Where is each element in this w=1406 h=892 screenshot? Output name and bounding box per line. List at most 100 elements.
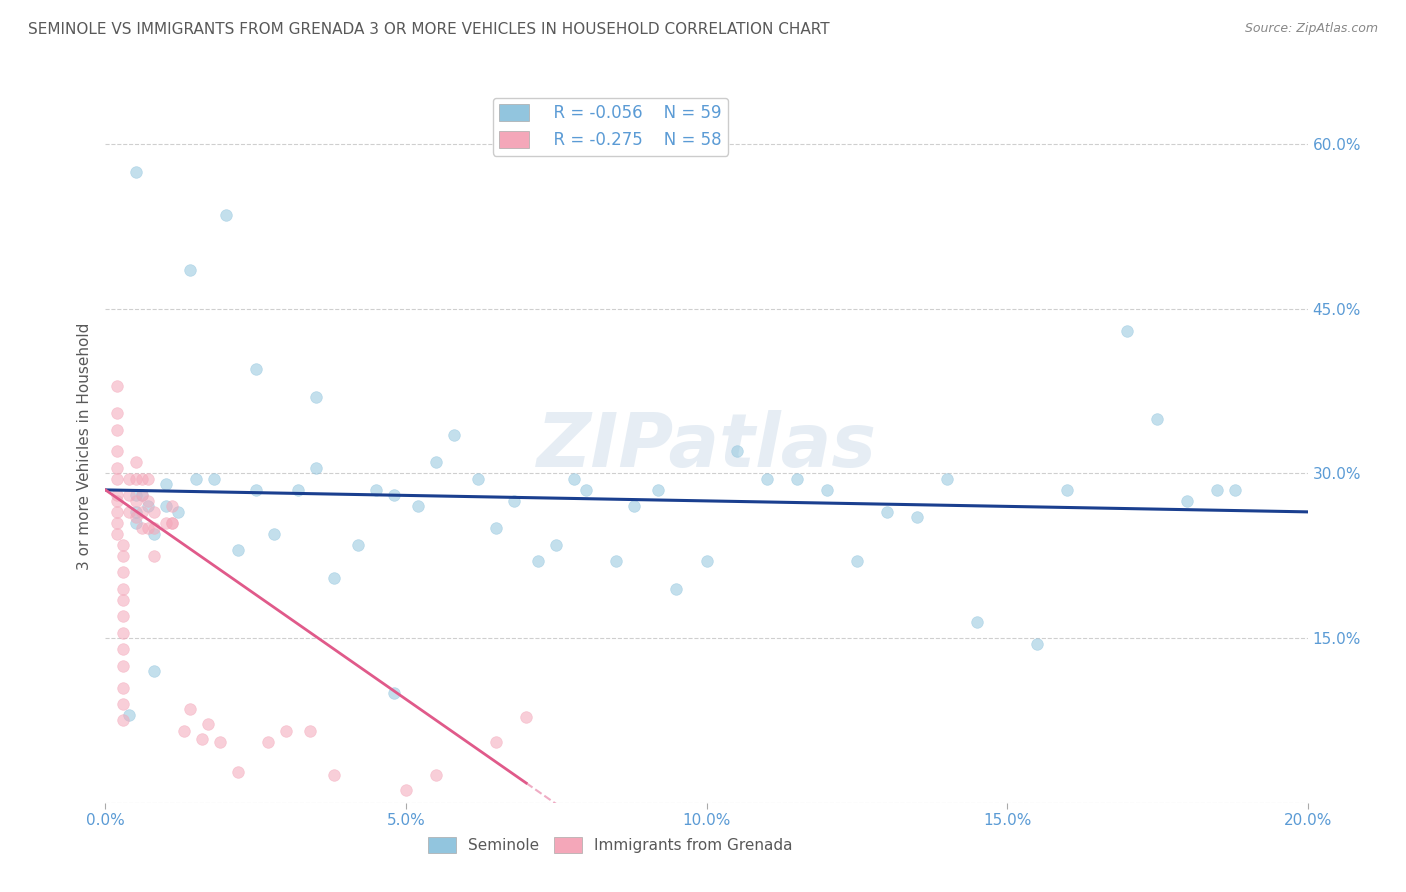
Legend: Seminole, Immigrants from Grenada: Seminole, Immigrants from Grenada [422, 831, 799, 859]
Point [503, 494, 526, 508]
Point [107, 516, 129, 530]
Point [1116, 324, 1139, 338]
Y-axis label: 3 or more Vehicles in Household: 3 or more Vehicles in Household [77, 322, 93, 570]
Point [725, 444, 748, 458]
Point [179, 263, 201, 277]
Point [546, 538, 568, 552]
Point [124, 488, 146, 502]
Point [173, 724, 195, 739]
Point [131, 488, 153, 502]
Point [322, 768, 344, 782]
Point [107, 461, 129, 475]
Point [131, 505, 153, 519]
Point [305, 390, 328, 404]
Point [755, 472, 778, 486]
Point [208, 735, 231, 749]
Point [136, 472, 159, 486]
Point [112, 582, 135, 596]
Point [107, 406, 129, 420]
Point [112, 538, 135, 552]
Point [382, 488, 405, 502]
Point [155, 500, 177, 514]
Point [202, 472, 225, 486]
Point [112, 592, 135, 607]
Point [298, 724, 321, 739]
Point [112, 697, 135, 711]
Point [575, 483, 598, 497]
Point [112, 609, 135, 624]
Point [107, 472, 129, 486]
Point [136, 500, 159, 514]
Point [160, 516, 183, 530]
Point [527, 554, 550, 568]
Text: Source: ZipAtlas.com: Source: ZipAtlas.com [1244, 22, 1378, 36]
Point [160, 500, 183, 514]
Point [274, 724, 297, 739]
Point [131, 488, 153, 502]
Point [245, 483, 267, 497]
Point [966, 615, 988, 629]
Point [107, 494, 129, 508]
Point [112, 714, 135, 728]
Point [124, 494, 146, 508]
Point [107, 488, 129, 502]
Point [696, 554, 718, 568]
Point [786, 472, 808, 486]
Point [124, 510, 146, 524]
Point [467, 472, 489, 486]
Point [485, 735, 508, 749]
Point [155, 516, 177, 530]
Point [112, 681, 135, 695]
Point [245, 362, 267, 376]
Point [665, 582, 688, 596]
Point [124, 505, 146, 519]
Point [136, 494, 159, 508]
Point [1175, 494, 1198, 508]
Point [142, 521, 165, 535]
Point [124, 455, 146, 469]
Point [107, 423, 129, 437]
Point [845, 554, 868, 568]
Point [1026, 637, 1049, 651]
Point [112, 658, 135, 673]
Point [347, 538, 370, 552]
Point [142, 505, 165, 519]
Point [107, 378, 129, 392]
Point [124, 472, 146, 486]
Point [226, 765, 249, 780]
Point [118, 488, 141, 502]
Point [142, 664, 165, 678]
Point [131, 521, 153, 535]
Point [515, 710, 537, 724]
Point [197, 716, 219, 731]
Point [876, 505, 898, 519]
Point [1225, 483, 1247, 497]
Point [322, 571, 344, 585]
Point [142, 549, 165, 563]
Point [190, 732, 212, 747]
Point [112, 566, 135, 580]
Point [112, 549, 135, 563]
Point [562, 472, 585, 486]
Point [905, 510, 928, 524]
Point [623, 500, 645, 514]
Point [1146, 411, 1168, 425]
Point [118, 472, 141, 486]
Point [395, 782, 418, 797]
Point [112, 625, 135, 640]
Point [184, 472, 207, 486]
Point [425, 768, 447, 782]
Point [136, 521, 159, 535]
Point [364, 483, 387, 497]
Point [226, 543, 249, 558]
Point [1056, 483, 1078, 497]
Point [118, 505, 141, 519]
Point [443, 428, 465, 442]
Point [425, 455, 447, 469]
Point [155, 477, 177, 491]
Point [815, 483, 838, 497]
Point [107, 505, 129, 519]
Point [1206, 483, 1229, 497]
Point [160, 516, 183, 530]
Point [124, 516, 146, 530]
